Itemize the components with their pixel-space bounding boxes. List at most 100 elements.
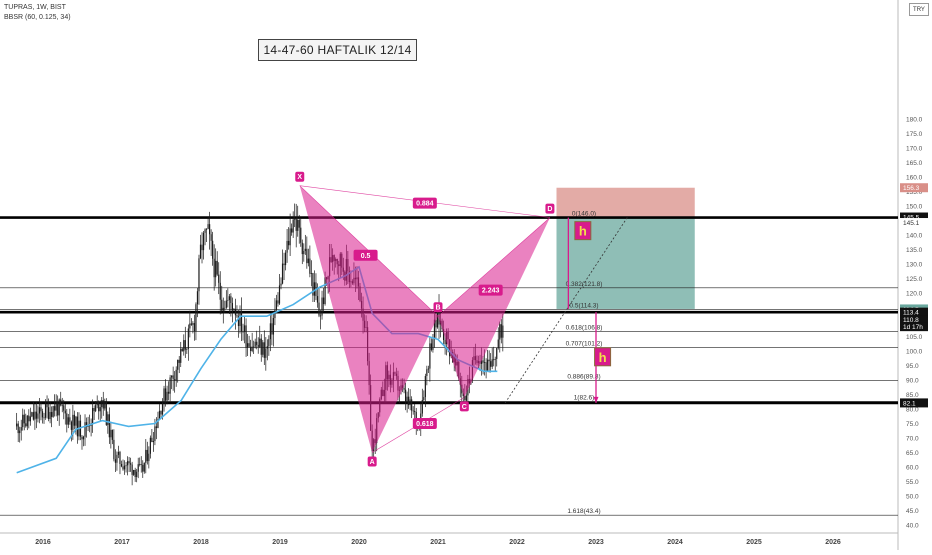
h-marker-box[interactable]	[574, 221, 592, 241]
harmonic-point-badge[interactable]	[545, 203, 555, 214]
candle-body	[304, 248, 306, 251]
candle-body	[154, 426, 156, 441]
position-target-zone[interactable]	[556, 187, 695, 218]
candle-body	[491, 359, 493, 367]
candle-body	[193, 323, 196, 332]
candle-body	[254, 341, 256, 347]
candle-body	[283, 263, 285, 266]
candle-body	[488, 359, 490, 362]
candle-body	[187, 328, 189, 349]
harmonic-ratio-badge[interactable]	[478, 284, 503, 296]
harmonic-point-badge[interactable]	[367, 456, 377, 467]
candle-body	[44, 404, 47, 418]
price-label-tag[interactable]	[900, 212, 928, 222]
candle-body	[202, 232, 205, 251]
harmonic-triangle-xab[interactable]	[299, 185, 438, 453]
candle-body	[245, 325, 247, 348]
candle-body	[25, 423, 27, 427]
price-label-tag[interactable]	[900, 315, 928, 325]
candle-body	[490, 361, 492, 367]
candle-body	[215, 260, 217, 278]
harmonic-point-badge[interactable]	[295, 171, 305, 182]
candle-body	[280, 283, 282, 286]
candle-body	[174, 379, 176, 381]
candle-body	[198, 258, 200, 292]
fib-level-label: 1(82.6)	[574, 394, 595, 401]
price-label-tag[interactable]	[900, 322, 928, 332]
chart-title-box[interactable]: 14-47-60 HAFTALIK 12/14	[258, 39, 417, 61]
candle-body	[250, 346, 252, 351]
candle-body	[286, 240, 288, 253]
h-marker-box[interactable]	[594, 347, 612, 367]
price-label-tag[interactable]	[900, 218, 928, 228]
candle-body	[195, 304, 197, 332]
symbol-legend: TUPRAS, 1W, BIST	[4, 4, 66, 11]
price-label-tag[interactable]	[900, 398, 928, 408]
candle-body	[248, 343, 250, 347]
candle-body	[157, 419, 159, 429]
candle-body	[104, 401, 106, 409]
fib-level-label: 0(146.0)	[572, 211, 596, 218]
y-tick-label: 120.0	[906, 291, 923, 298]
candle-body	[134, 469, 136, 478]
candle-body	[430, 343, 433, 350]
candle-body	[95, 405, 97, 412]
candle-body	[186, 348, 188, 350]
price-axis-panel[interactable]	[898, 0, 932, 550]
candle-body	[184, 340, 186, 350]
candle-body	[259, 338, 261, 347]
candle-body	[99, 407, 101, 412]
candle-body	[183, 340, 185, 352]
currency-button[interactable]: TRY	[909, 3, 929, 16]
candle-body	[29, 416, 31, 422]
harmonic-point-badge[interactable]	[433, 302, 443, 313]
candle-body	[172, 375, 174, 380]
y-tick-label: 95.0	[906, 363, 919, 370]
candle-body	[219, 282, 221, 300]
candle-body	[295, 218, 297, 231]
candle-body	[298, 219, 300, 228]
fib-level-label: 0.5(114.3)	[569, 303, 598, 310]
x-tick-label: 2024	[667, 539, 683, 546]
x-tick-label: 2019	[272, 539, 288, 546]
candle-body	[34, 411, 36, 420]
x-tick-label: 2026	[825, 539, 841, 546]
candle-body	[69, 417, 71, 422]
candle-body	[277, 300, 279, 304]
projection-line[interactable]	[504, 216, 628, 404]
candle-body	[251, 346, 253, 351]
candle-body	[128, 461, 130, 464]
harmonic-ratio-badge[interactable]	[412, 197, 437, 209]
candle-body	[321, 297, 323, 316]
y-tick-label: 45.0	[906, 508, 919, 515]
harmonic-ratio-badge[interactable]	[412, 418, 437, 429]
y-tick-label: 90.0	[906, 378, 919, 385]
harmonic-triangle-bcd[interactable]	[438, 217, 550, 398]
price-label-tag[interactable]	[900, 307, 928, 317]
harmonic-ratio-label: 0.884	[416, 201, 434, 208]
candle-body	[114, 459, 117, 463]
candle-body	[149, 437, 151, 454]
candle-body	[242, 331, 244, 333]
candle-body	[224, 307, 226, 309]
candle-body	[161, 403, 164, 415]
harmonic-pattern[interactable]: X A B C D 0.884 0.5 0.618 2.243	[295, 171, 555, 467]
candle-body	[41, 411, 44, 418]
candle-body	[171, 375, 173, 378]
price-label-tag[interactable]	[900, 183, 928, 193]
price-label-text: 82.1	[903, 400, 916, 407]
harmonic-ratio-badge[interactable]	[353, 249, 378, 261]
candle-body	[38, 407, 41, 414]
candle-body	[61, 405, 63, 407]
candle-body	[502, 325, 504, 338]
harmonic-point-badge[interactable]	[459, 401, 469, 412]
y-tick-label: 55.0	[906, 479, 919, 486]
candle-body	[228, 296, 230, 301]
candle-body	[216, 260, 218, 275]
candle-body	[312, 273, 314, 296]
candle-body	[310, 273, 312, 274]
candle-body	[297, 219, 299, 231]
candle-body	[442, 329, 445, 341]
